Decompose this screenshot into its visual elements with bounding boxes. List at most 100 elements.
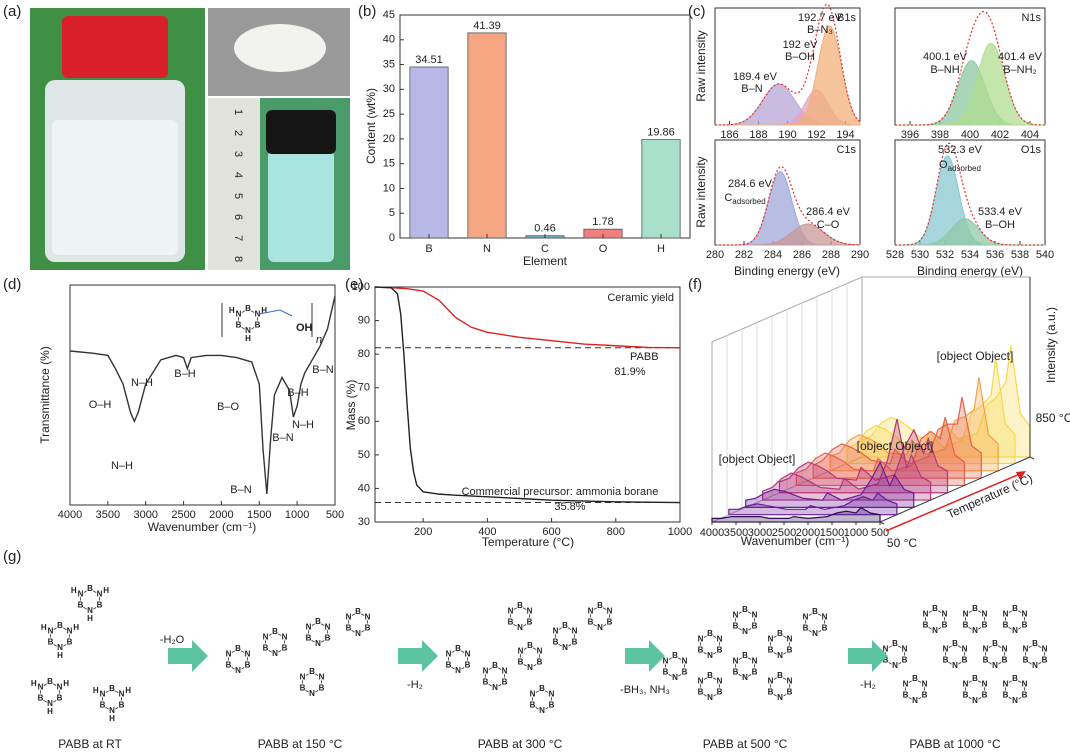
y-tick-label: 25 [383,108,395,120]
atom: N [263,633,269,642]
annotation: B–N [272,432,293,444]
atom: N [707,693,713,702]
x-tick-label: 4000 [58,509,82,521]
atom: N [1012,626,1018,635]
atom: B [300,684,306,693]
atom: N [325,623,331,632]
y-tick-label: 70 [358,382,370,394]
atom: B [1042,656,1048,665]
subplot-title: O1s [1021,144,1042,156]
atom: B [109,684,115,693]
atom: N [100,690,106,699]
atom: B [38,694,44,703]
x-tick-label: 534 [961,249,979,261]
x-tick-label: 286 [793,249,811,261]
atom: B [572,638,578,647]
atom: N [707,651,713,660]
atom: N [983,645,989,654]
atom: B [47,677,53,686]
atom: N [903,680,909,689]
atom: N [272,649,278,658]
atom: B [902,656,908,665]
z-tick [1030,457,1034,459]
atom: B [365,624,371,633]
atom: B [943,656,949,665]
atom: N [527,663,533,672]
atom: B [607,618,613,627]
atom: B [226,661,232,670]
y-tick-label: 50 [358,449,370,461]
y-tick-label: 45 [383,9,395,21]
atom: N [48,627,54,636]
atom: B [963,621,969,630]
x-axis-label: Element [523,254,568,268]
atom: B [245,661,251,670]
atom: B [942,621,948,630]
atom: N [752,611,758,620]
atom: B [892,639,898,648]
atom: N [892,661,898,670]
annotation: B–OH [785,51,815,63]
atom: N [742,673,748,682]
x-tick-label: 200 [414,526,432,538]
vial-liquid [268,150,334,262]
atom: N [1042,645,1048,654]
x-tick-label: 284 [764,249,782,261]
atom: N [1023,645,1029,654]
atom: N [982,610,988,619]
ruler-label: 8 [232,256,244,262]
annotation: B–O [217,401,239,413]
x-axis-label: Temperature (°C) [482,535,574,549]
atom: N [539,706,545,715]
atom: N [1022,680,1028,689]
atom: B [537,658,543,667]
atom: N [309,689,315,698]
atom: B [663,668,669,677]
atom: B [992,639,998,648]
atom: N [943,645,949,654]
y-tick-label: 0 [389,232,395,244]
atom: B [707,629,713,638]
series-label: Commercial precursor: ammonia borane [462,486,659,498]
atom: N [942,610,948,619]
y-tick-label: 90 [358,314,370,326]
atom: B [752,668,758,677]
x-tick-label: 188 [749,129,767,141]
ruler-label: 1 [232,109,244,115]
atom: N [672,673,678,682]
atom: B [752,622,758,631]
annotation: B–H [287,387,308,399]
x-tick-label: 536 [986,249,1004,261]
atom: B [309,667,315,676]
atom: B [465,661,471,670]
x-tick-label: 190 [778,129,796,141]
atom: N [768,677,774,686]
atom: B [553,638,559,647]
z-tick [880,522,884,524]
atom: H [57,651,63,660]
atom: B [1003,691,1009,700]
stage-label: PABB at 150 °C [258,737,343,751]
x-tick-label: H [657,243,665,255]
atom: N [717,635,723,644]
atom: H [103,586,109,595]
atom: B [530,701,536,710]
y-tick-label: 40 [358,482,370,494]
atom: B [97,601,103,610]
atom: N [57,683,63,692]
atom: N [549,690,555,699]
atom: B [319,684,325,693]
atom: B [263,644,269,653]
atom: N [963,680,969,689]
atom: N [518,647,524,656]
atom: N [682,657,688,666]
vial-cap [266,110,336,154]
series-label: PABB [630,351,659,363]
atom: B [236,321,242,330]
atom: N [97,590,103,599]
atom: B [518,658,524,667]
atom: B [952,639,958,648]
y-tick-label: 60 [358,415,370,427]
atom: B [67,638,73,647]
annotation: 401.4 eV [998,51,1043,63]
